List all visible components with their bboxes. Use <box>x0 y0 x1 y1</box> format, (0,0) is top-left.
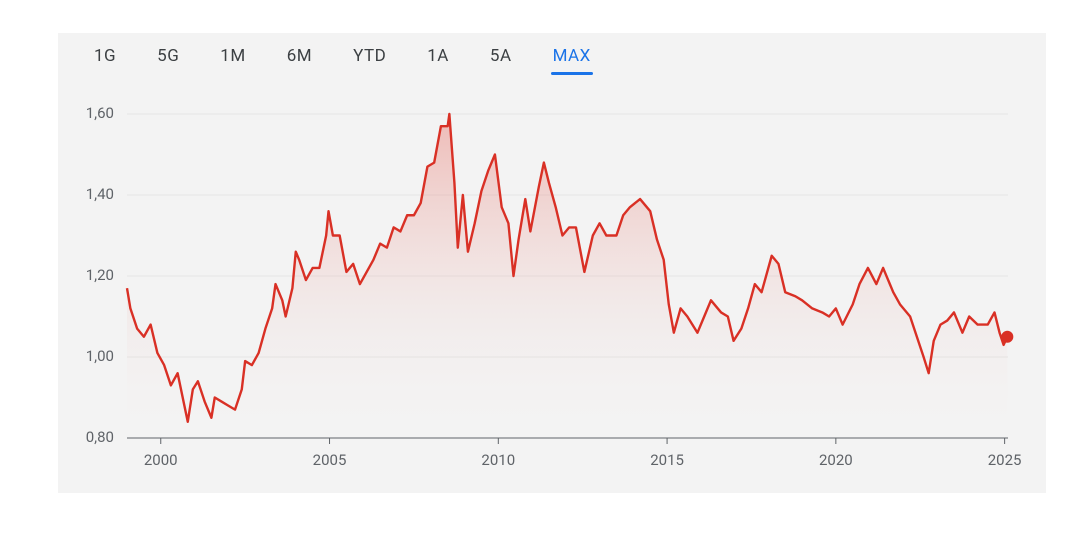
x-tick-label: 2025 <box>988 451 1022 469</box>
range-tab[interactable]: YTD <box>353 46 387 66</box>
chart-panel: 1G 5G 1M 6M YTD 1A 5A MAX 0,80 1,00 1,20 1,40 1,60 2… <box>58 33 1046 493</box>
range-tab[interactable]: 5G <box>157 46 180 66</box>
y-tick-label: 1,00 <box>86 347 114 365</box>
x-tick-label: 2015 <box>650 451 684 469</box>
x-tick-label: 2010 <box>481 451 515 469</box>
range-tab[interactable]: 1A <box>427 46 449 66</box>
range-tab[interactable]: 6M <box>286 46 313 66</box>
x-tick-label: 2005 <box>313 451 347 469</box>
chart: 0,80 1,00 1,20 1,40 1,60 2000 2005 2010 2015 2020… <box>86 104 1022 469</box>
y-tick-label: 1,60 <box>86 104 114 122</box>
y-tick-label: 1,40 <box>86 185 114 203</box>
area-fill <box>127 114 1008 438</box>
end-point <box>1001 330 1014 343</box>
x-tick-label: 2000 <box>144 451 178 469</box>
range-tab[interactable]: 1M <box>220 46 246 66</box>
range-tabs: 1G 5G 1M 6M YTD 1A 5A MAX <box>58 33 596 79</box>
x-tick-label: 2020 <box>819 451 853 469</box>
y-tick-label: 0,80 <box>86 428 114 446</box>
price-line <box>125 112 1009 423</box>
range-tab[interactable]: MAX <box>550 46 594 75</box>
range-tab[interactable]: 1G <box>94 46 117 66</box>
y-tick-label: 1,20 <box>86 266 114 284</box>
range-tab[interactable]: 5A <box>489 46 512 66</box>
